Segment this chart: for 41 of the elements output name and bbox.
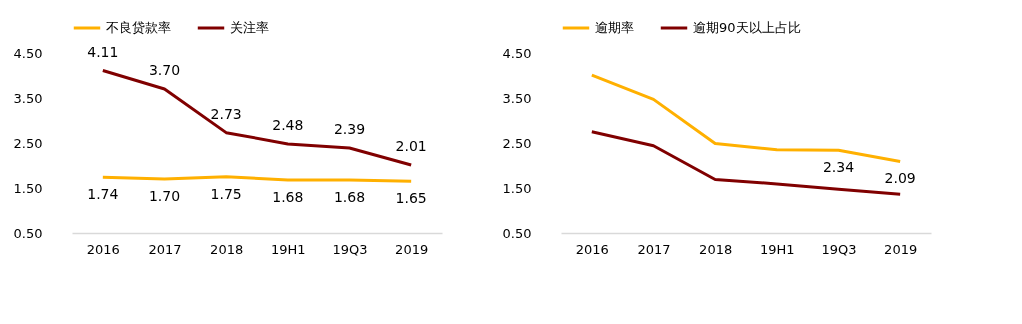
- data-label: 4.11: [87, 43, 119, 60]
- data-label: 2.48: [272, 116, 304, 133]
- legend-label: 关注率: [230, 20, 269, 35]
- y-tick-label: 4.50: [13, 45, 43, 61]
- x-tick-label: 2016: [86, 241, 120, 257]
- data-label: 1.68: [272, 188, 304, 205]
- x-tick-label: 19Q3: [821, 241, 857, 257]
- legend-label: 不良贷款率: [106, 20, 171, 35]
- line-series: [590, 73, 902, 163]
- y-tick-label: 3.50: [13, 90, 43, 106]
- data-label: 1.65: [395, 190, 427, 207]
- y-tick-label: 1.50: [13, 180, 43, 196]
- data-label: 1.70: [148, 188, 181, 204]
- y-tick-label: 0.50: [13, 225, 43, 241]
- y-tick-label: 4.50: [502, 45, 532, 61]
- y-tick-label: 2.50: [502, 135, 532, 151]
- data-label: 1.74: [87, 186, 119, 203]
- data-label: 2.09: [884, 170, 916, 187]
- x-tick-label: 2017: [148, 241, 182, 257]
- y-tick-label: 0.50: [502, 225, 532, 241]
- x-tick-label: 19H1: [760, 241, 795, 257]
- x-tick-label: 2018: [210, 241, 244, 257]
- y-tick-label: 1.50: [502, 180, 532, 196]
- data-label: 2.34: [822, 159, 855, 176]
- data-label: 2.01: [395, 138, 427, 155]
- x-tick-label: 2018: [699, 241, 733, 257]
- y-tick-label: 3.50: [502, 90, 532, 106]
- x-tick-label: 19H1: [271, 241, 306, 257]
- x-tick-label: 2016: [575, 241, 609, 257]
- legend-label: 逾期率: [595, 20, 634, 35]
- data-label: 3.70: [148, 62, 181, 78]
- x-tick-label: 2019: [884, 241, 918, 257]
- x-tick-label: 19Q3: [332, 241, 368, 257]
- legend-label: 逾期90天以上占比: [693, 20, 801, 35]
- data-label: 1.68: [333, 188, 366, 205]
- y-tick-label: 2.50: [13, 135, 43, 151]
- data-label: 1.75: [210, 185, 242, 202]
- x-tick-label: 2019: [395, 241, 429, 257]
- data-label: 2.39: [333, 120, 366, 137]
- data-label: 2.73: [210, 105, 242, 122]
- x-tick-label: 2017: [637, 241, 671, 257]
